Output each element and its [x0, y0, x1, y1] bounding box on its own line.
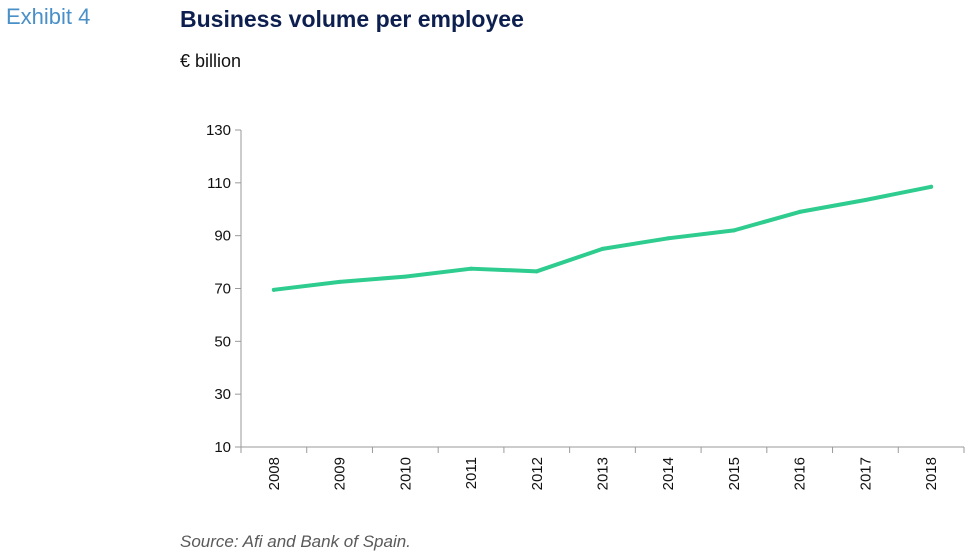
y-tick-label: 110 [207, 175, 231, 192]
series-line [271, 184, 934, 292]
exhibit-label: Exhibit 4 [6, 4, 91, 29]
y-tick-label: 130 [206, 122, 231, 139]
data-point [797, 209, 802, 214]
series-layer [271, 184, 934, 292]
y-tick-label: 70 [214, 281, 231, 298]
x-tick-label: 2008 [266, 457, 283, 490]
x-tick-label: 2018 [923, 457, 940, 490]
data-point [469, 266, 474, 271]
y-tick-label: 90 [214, 228, 231, 245]
x-tick-label: 2010 [397, 457, 414, 490]
axes: 10 30 50 70 90 110 130 2008 2009 2010 2011 2012 2013… [206, 122, 965, 490]
data-point [666, 236, 671, 241]
x-tick-label: 2014 [660, 457, 677, 490]
x-tick-label: 2017 [857, 457, 874, 490]
y-tick-label: 50 [214, 333, 231, 350]
x-tick-label: 2015 [726, 457, 743, 490]
data-point [403, 274, 408, 279]
source-note: Source: Afi and Bank of Spain. [180, 532, 411, 551]
data-point [271, 287, 276, 292]
y-tick-label: 10 [214, 439, 231, 456]
data-point [534, 269, 539, 274]
data-point [863, 198, 868, 203]
chart-title: Business volume per employee [180, 6, 524, 32]
x-tick-label: 2009 [332, 457, 349, 490]
x-tick-label: 2011 [463, 457, 480, 489]
data-point [731, 228, 736, 233]
data-point [600, 246, 605, 251]
x-tick-label: 2013 [595, 457, 612, 490]
data-point [929, 184, 934, 189]
y-tick-label: 30 [214, 386, 231, 403]
x-tick-label: 2012 [529, 457, 546, 490]
data-point [337, 279, 342, 284]
y-axis-unit-label: € billion [180, 51, 242, 71]
x-tick-label: 2016 [792, 457, 809, 490]
